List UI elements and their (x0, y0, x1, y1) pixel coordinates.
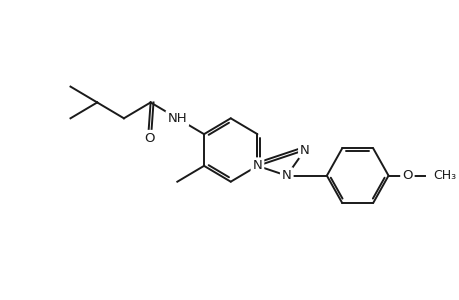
Text: CH₃: CH₃ (432, 169, 455, 182)
Text: O: O (144, 132, 155, 145)
Text: O: O (401, 169, 412, 182)
Text: N: N (252, 159, 262, 172)
Text: NH: NH (167, 112, 187, 125)
Text: N: N (281, 169, 291, 182)
Text: N: N (299, 143, 309, 157)
